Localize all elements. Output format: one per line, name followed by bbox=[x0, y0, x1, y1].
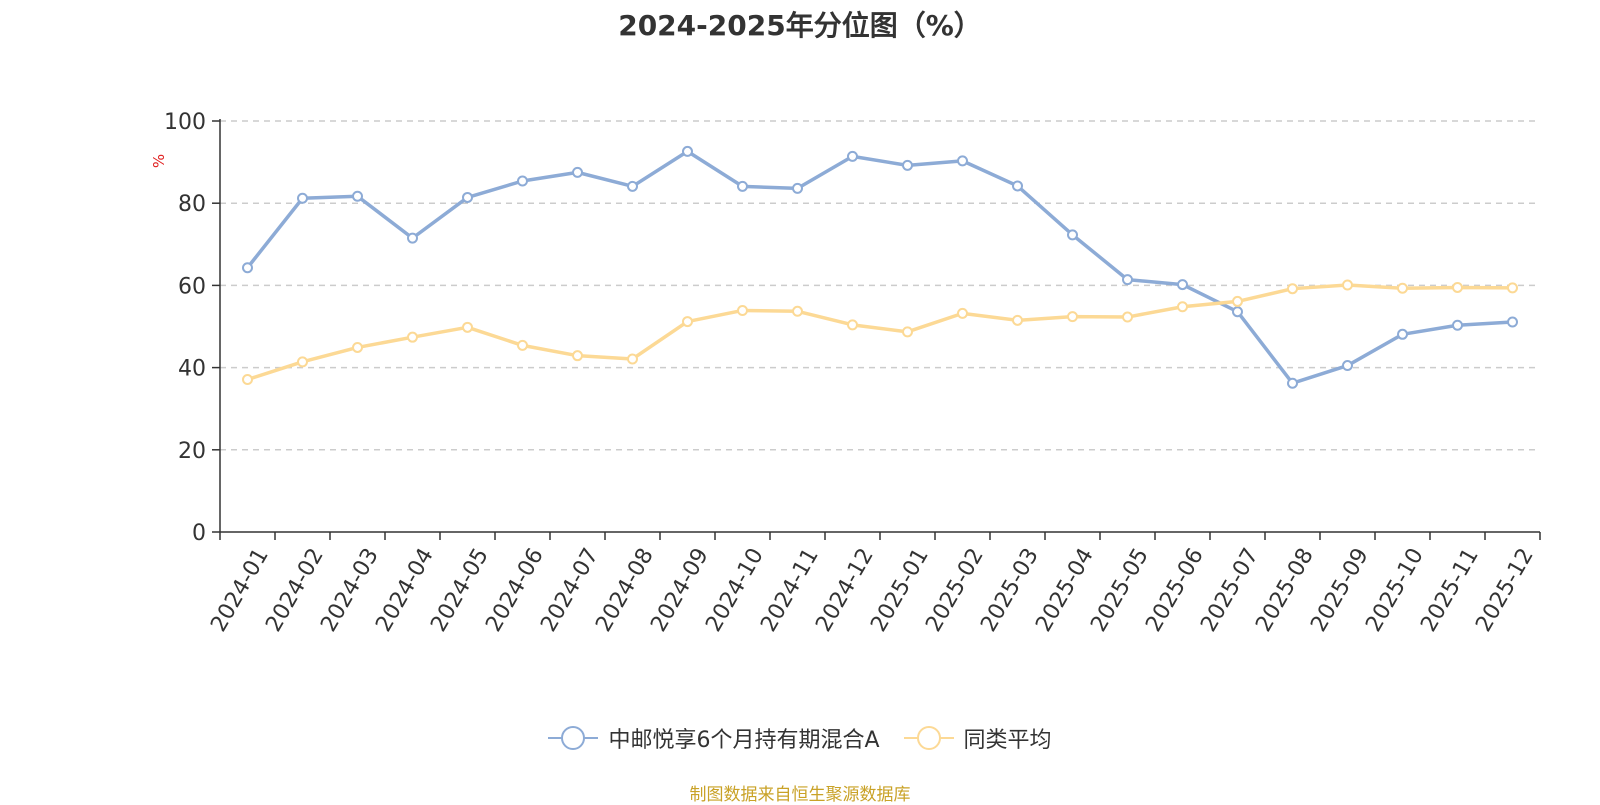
series-line-2 bbox=[246, 283, 1513, 382]
data-point-s2-2025-05[interactable] bbox=[1122, 311, 1133, 323]
data-point-s2-2025-09[interactable] bbox=[1342, 279, 1353, 291]
data-point-s1-2025-07[interactable] bbox=[1232, 306, 1243, 318]
data-point-s1-2024-02[interactable] bbox=[297, 192, 308, 204]
data-point-s1-2025-06[interactable] bbox=[1177, 279, 1188, 291]
data-point-s2-2025-04[interactable] bbox=[1067, 311, 1078, 323]
data-point-s1-2024-09[interactable] bbox=[682, 145, 693, 157]
y-tick-label-100: 100 bbox=[164, 110, 206, 135]
data-point-s2-2025-01[interactable] bbox=[902, 326, 913, 338]
chart-title: 2024-2025年分位图（%） bbox=[618, 9, 982, 42]
y-axis-label: % bbox=[150, 154, 168, 168]
y-tick-label-0: 0 bbox=[192, 521, 206, 546]
data-point-s2-2024-04[interactable] bbox=[407, 331, 418, 343]
y-tick-label-40: 40 bbox=[178, 357, 206, 382]
data-point-s1-2024-08[interactable] bbox=[627, 180, 638, 192]
data-point-s1-2024-05[interactable] bbox=[462, 191, 473, 203]
legend-label-series-2: 同类平均 bbox=[963, 728, 1052, 753]
data-point-s2-2025-06[interactable] bbox=[1177, 301, 1188, 313]
y-tick-label-60: 60 bbox=[178, 274, 206, 299]
data-point-s2-2024-05[interactable] bbox=[462, 321, 473, 333]
data-point-s1-2025-12[interactable] bbox=[1507, 316, 1518, 328]
data-point-s2-2024-12[interactable] bbox=[847, 319, 858, 331]
data-point-s1-2025-10[interactable] bbox=[1397, 328, 1408, 340]
legend-label-series-1: 中邮悦享6个月持有期混合A bbox=[608, 728, 880, 753]
data-point-s1-2025-09[interactable] bbox=[1342, 360, 1353, 372]
data-point-s2-2024-09[interactable] bbox=[682, 316, 693, 328]
data-point-s1-2024-04[interactable] bbox=[407, 232, 418, 244]
data-point-s1-2024-06[interactable] bbox=[517, 175, 528, 187]
data-point-s2-2024-07[interactable] bbox=[572, 350, 583, 362]
data-point-s2-2025-08[interactable] bbox=[1287, 283, 1298, 295]
data-point-s1-2024-12[interactable] bbox=[847, 150, 858, 162]
data-point-s2-2025-10[interactable] bbox=[1397, 282, 1408, 294]
data-point-s1-2025-01[interactable] bbox=[902, 159, 913, 171]
legend: 中邮悦享6个月持有期混合A 同类平均 bbox=[0, 722, 1600, 754]
data-point-s2-2024-03[interactable] bbox=[352, 341, 363, 353]
series-line-1 bbox=[246, 149, 1513, 385]
legend-marker-series-2 bbox=[903, 726, 954, 750]
data-point-s2-2025-07[interactable] bbox=[1232, 295, 1243, 307]
line-chart: 020406080100%2024-012024-022024-032024-0… bbox=[150, 110, 1541, 636]
data-point-s2-2025-12[interactable] bbox=[1507, 282, 1518, 294]
data-point-s1-2025-11[interactable] bbox=[1452, 319, 1463, 331]
data-point-s1-2024-10[interactable] bbox=[737, 180, 748, 192]
data-point-s1-2024-01[interactable] bbox=[242, 262, 253, 274]
data-point-s2-2024-06[interactable] bbox=[517, 339, 528, 351]
data-point-s2-2024-11[interactable] bbox=[792, 305, 803, 317]
data-point-s2-2024-08[interactable] bbox=[627, 353, 638, 365]
y-tick-label-80: 80 bbox=[178, 192, 206, 217]
data-point-s1-2024-07[interactable] bbox=[572, 166, 583, 178]
data-point-s2-2024-01[interactable] bbox=[242, 374, 253, 386]
legend-item-series-1[interactable]: 中邮悦享6个月持有期混合A bbox=[548, 722, 880, 754]
data-point-s1-2024-11[interactable] bbox=[792, 182, 803, 194]
data-point-s2-2024-10[interactable] bbox=[737, 304, 748, 316]
data-point-s2-2024-02[interactable] bbox=[297, 356, 308, 368]
data-point-s1-2025-05[interactable] bbox=[1122, 274, 1133, 286]
data-point-s1-2025-04[interactable] bbox=[1067, 229, 1078, 241]
legend-item-series-2[interactable]: 同类平均 bbox=[903, 722, 1052, 754]
source-note: 制图数据来自恒生聚源数据库 bbox=[689, 785, 911, 805]
legend-marker-series-1 bbox=[548, 726, 599, 750]
data-point-s1-2025-02[interactable] bbox=[957, 155, 968, 167]
y-tick-label-20: 20 bbox=[178, 439, 206, 464]
data-point-s2-2025-11[interactable] bbox=[1452, 281, 1463, 293]
data-point-s1-2025-08[interactable] bbox=[1287, 377, 1298, 389]
data-point-s2-2025-03[interactable] bbox=[1012, 314, 1023, 326]
data-point-s1-2025-03[interactable] bbox=[1012, 180, 1023, 192]
data-point-s1-2024-03[interactable] bbox=[352, 190, 363, 202]
data-point-s2-2025-02[interactable] bbox=[957, 307, 968, 319]
